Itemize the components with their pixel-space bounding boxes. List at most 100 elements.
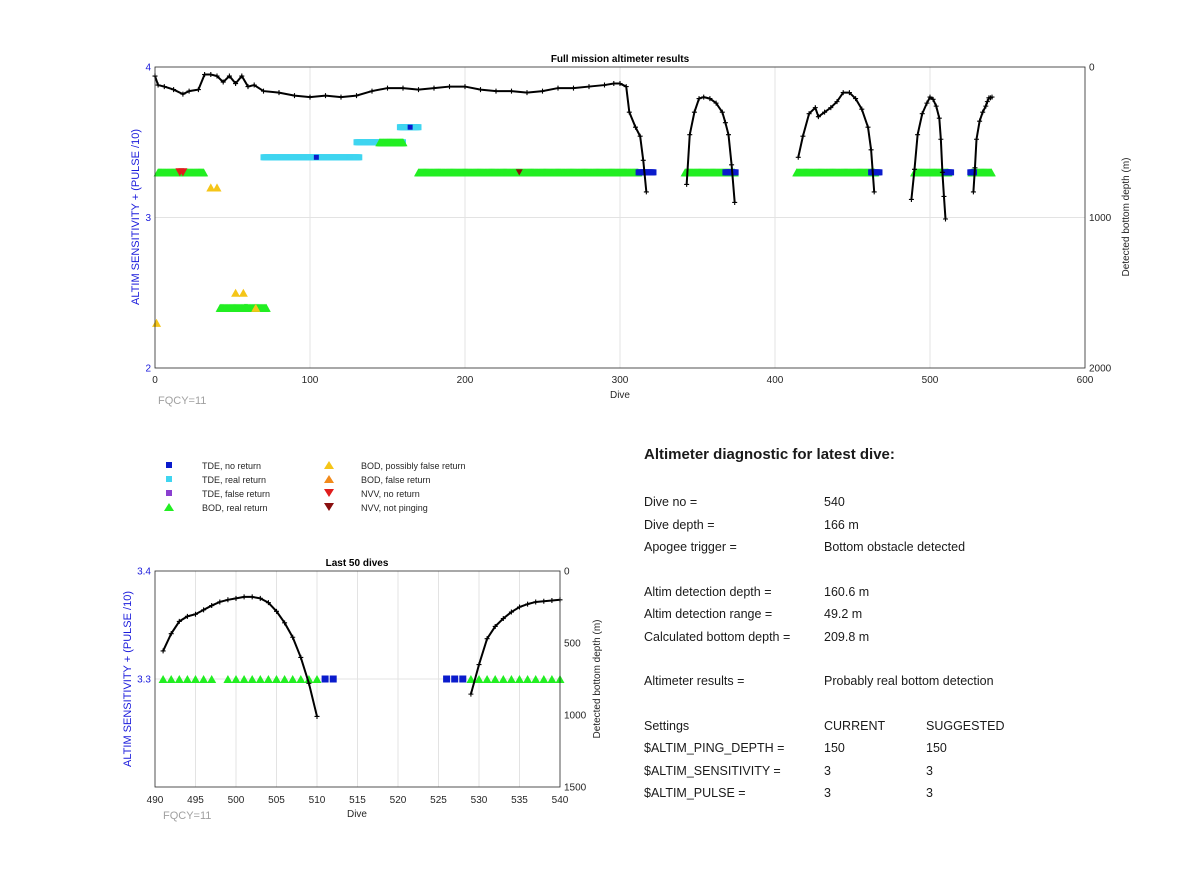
depth-point — [369, 88, 375, 94]
depth-point — [713, 100, 719, 106]
diag-row-detection-depth: Altim detection depth = 160.6 m — [644, 581, 1144, 604]
diag-row-apogee: Apogee trigger = Bottom obstacle detecte… — [644, 536, 1144, 559]
depth-point — [338, 94, 344, 100]
y2-tick-label: 2000 — [1089, 364, 1112, 375]
depth-point — [533, 599, 539, 605]
setting-current: 150 — [824, 741, 845, 756]
depth-point — [208, 72, 214, 78]
depth-point — [939, 169, 945, 175]
depth-series — [162, 595, 318, 717]
depth-point — [640, 157, 646, 163]
tde-marker — [329, 675, 337, 683]
y2-tick-label: 1000 — [1089, 213, 1112, 224]
diag-value: 166 m — [824, 517, 859, 532]
depth-point — [840, 90, 846, 96]
full-mission-chart: Full mission altimeter results 0 100 200 30… — [130, 54, 1132, 407]
depth-point — [555, 85, 561, 91]
depth-point — [193, 611, 198, 617]
depth-point — [732, 199, 738, 205]
bod-marker — [539, 674, 549, 684]
depth-series — [797, 91, 876, 192]
bod-marker — [288, 674, 298, 684]
legend-label: BOD, possibly false return — [361, 461, 466, 471]
y-axis-label: ALTIM SENSITIVITY + (PULSE /10) — [122, 591, 134, 767]
bod-marker — [166, 674, 176, 684]
depth-point — [307, 94, 313, 100]
tick-labels: 0 100 200 300 400 500 600 2 3 4 0 1000 2000 — [145, 63, 1111, 387]
depth-point — [865, 124, 871, 130]
legend-label: TDE, false return — [202, 489, 270, 499]
depth-point — [707, 96, 713, 102]
x-tick-label: 0 — [152, 375, 158, 386]
legend-item: BOD, possibly false return — [324, 461, 466, 471]
settings-row: $ALTIM_PING_DEPTH = 150 150 — [644, 737, 1144, 760]
y2-tick-label: 0 — [1089, 63, 1095, 74]
legend-label: NVV, no return — [361, 489, 420, 499]
legend-label: BOD, real return — [202, 503, 268, 513]
depth-point — [617, 81, 623, 87]
depth-point — [933, 103, 939, 109]
settings-header: CURRENT — [824, 718, 886, 733]
depth-point — [930, 96, 936, 102]
x-tick-label: 300 — [612, 375, 629, 386]
bod-marker — [482, 674, 492, 684]
depth-point — [983, 103, 989, 109]
x-tick-label: 530 — [471, 795, 488, 806]
depth-point — [549, 598, 555, 604]
y2-axis-label: Detected bottom depth (m) — [1121, 158, 1132, 277]
tde-marker — [948, 169, 955, 176]
plot-frame — [154, 570, 561, 788]
y2-tick-label: 1000 — [564, 711, 587, 722]
diag-label: Dive no = — [644, 495, 698, 510]
grid — [155, 67, 1085, 368]
bod-marker — [280, 674, 290, 684]
bod-marker — [255, 674, 265, 684]
x-tick-label: 520 — [390, 795, 407, 806]
diag-value: 540 — [824, 495, 845, 510]
legend-marker — [166, 476, 172, 482]
y2-tick-label: 1500 — [564, 783, 587, 794]
depth-point — [214, 73, 220, 79]
y-tick-label: 3.4 — [137, 567, 151, 578]
depth-point — [637, 133, 643, 139]
tde-marker — [451, 675, 459, 683]
settings-row: $ALTIM_PULSE = 3 3 — [644, 782, 1144, 805]
depth-point — [500, 616, 506, 622]
settings-row: $ALTIM_SENSITIVITY = 3 3 — [644, 760, 1144, 783]
bod-marker — [238, 288, 248, 297]
x-tick-label: 505 — [268, 795, 285, 806]
x-tick-label: 495 — [187, 795, 204, 806]
legend-marker — [166, 490, 172, 496]
depth-point — [171, 87, 177, 93]
depth-point — [602, 82, 607, 88]
legend-item: BOD, real return — [164, 503, 268, 513]
depth-point — [478, 87, 483, 93]
depth-point — [241, 594, 247, 600]
depth-point — [276, 90, 282, 96]
depth-series — [685, 96, 736, 203]
bod-marker — [547, 674, 557, 684]
depth-point — [245, 84, 251, 90]
depth-point — [484, 636, 490, 642]
depth-point — [800, 133, 806, 139]
depth-point — [168, 631, 174, 637]
bod-marker — [272, 674, 281, 684]
bod-marker — [523, 674, 533, 684]
x-tick-label: 600 — [1077, 375, 1094, 386]
bod-marker — [251, 303, 261, 312]
depth-point — [989, 94, 995, 100]
depth-point — [815, 114, 821, 120]
depth-point — [970, 189, 976, 195]
x-tick-label: 100 — [302, 375, 319, 386]
depth-point — [176, 618, 182, 624]
fqcy-annotation: FQCY=11 — [158, 395, 206, 407]
depth-point — [233, 595, 239, 601]
depth-point — [180, 91, 186, 97]
last-50-chart: Last 50 dives 490 495 500 505 510 515 520 525 53… — [122, 558, 603, 822]
x-tick-label: 515 — [349, 795, 366, 806]
setting-name: $ALTIM_SENSITIVITY = — [644, 763, 781, 778]
depth-point — [611, 81, 617, 87]
nvv-marker — [515, 169, 523, 176]
setting-name: $ALTIM_PING_DEPTH = — [644, 741, 785, 756]
legend-marker — [164, 503, 174, 511]
